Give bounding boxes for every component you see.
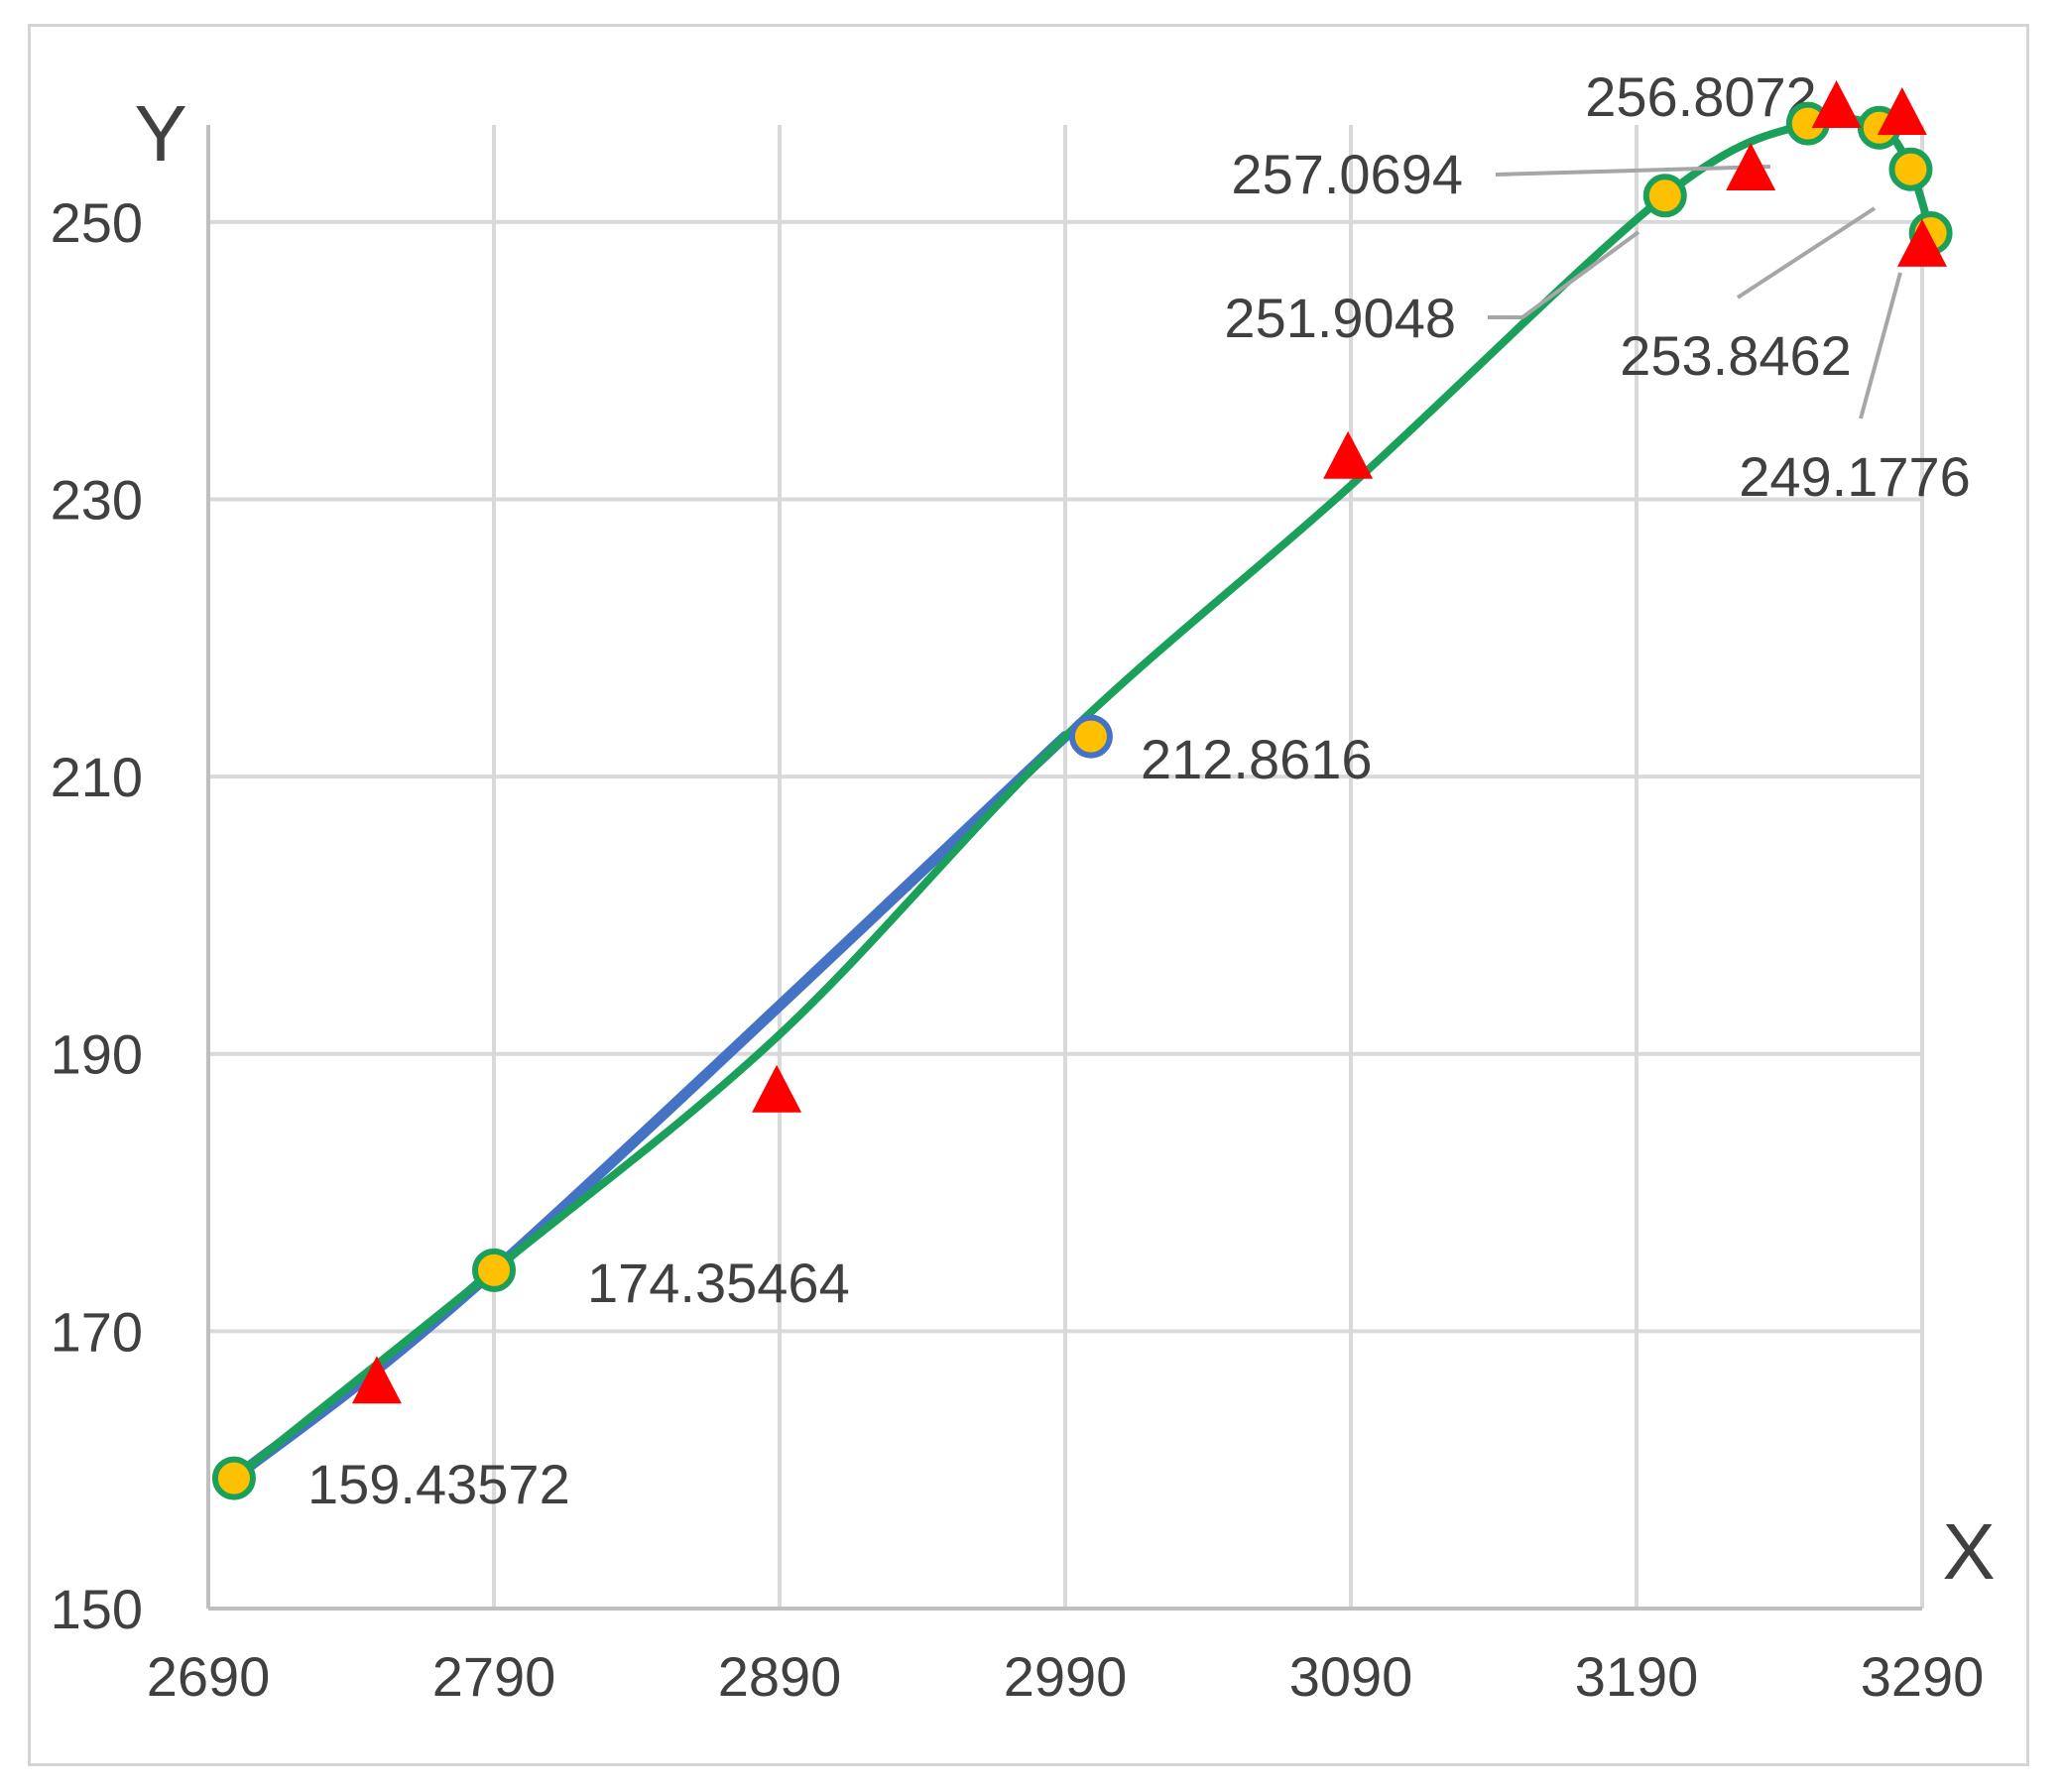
x-tick-label: 3190: [1575, 1645, 1699, 1708]
leader-line: [1736, 206, 1877, 299]
leader-line: [1495, 165, 1771, 177]
triangle-marker: [752, 1064, 802, 1113]
triangle-marker: [1897, 218, 1947, 267]
x-tick-label: 2990: [1004, 1645, 1128, 1708]
data-point: [211, 1456, 256, 1500]
y-tick-label: 190: [51, 1023, 143, 1086]
data-label: 251.9048: [1224, 287, 1456, 349]
data-label: 249.1776: [1739, 445, 1971, 508]
data-label: 256.8072: [1585, 65, 1817, 128]
y-tick-label: 250: [51, 191, 143, 254]
triangle-marker: [351, 1356, 402, 1404]
x-tick-label: 2690: [147, 1645, 271, 1708]
x-axis-title: X: [1942, 1507, 1995, 1596]
series-line: [228, 731, 1071, 1485]
data-point: [1642, 174, 1687, 218]
x-tick-label: 2890: [718, 1645, 842, 1708]
x-tick-label: 3090: [1289, 1645, 1413, 1708]
triangle-marker: [1877, 87, 1927, 136]
y-tick-label: 170: [51, 1300, 143, 1363]
chart-frame: [28, 24, 2029, 1766]
data-label: 159.43572: [307, 1453, 570, 1515]
y-axis-title: Y: [134, 89, 186, 178]
y-tick-label: 210: [51, 746, 143, 808]
triangle-marker: [1811, 80, 1862, 129]
leader-line: [1859, 272, 1902, 419]
y-tick-label: 150: [51, 1578, 143, 1640]
triangle-marker: [1726, 142, 1776, 190]
data-label: 174.35464: [587, 1252, 850, 1314]
data-label: 212.8616: [1141, 728, 1373, 790]
data-label: 253.8462: [1620, 324, 1852, 387]
leader-line: [1488, 230, 1640, 319]
data-point: [472, 1248, 516, 1292]
x-tick-label: 2790: [432, 1645, 556, 1708]
triangle-marker: [1323, 430, 1374, 479]
data-point: [1888, 147, 1933, 191]
y-tick-label: 230: [51, 468, 143, 531]
data-point: [1068, 714, 1113, 759]
data-label: 257.0694: [1231, 143, 1463, 205]
x-tick-label: 3290: [1861, 1645, 1985, 1708]
